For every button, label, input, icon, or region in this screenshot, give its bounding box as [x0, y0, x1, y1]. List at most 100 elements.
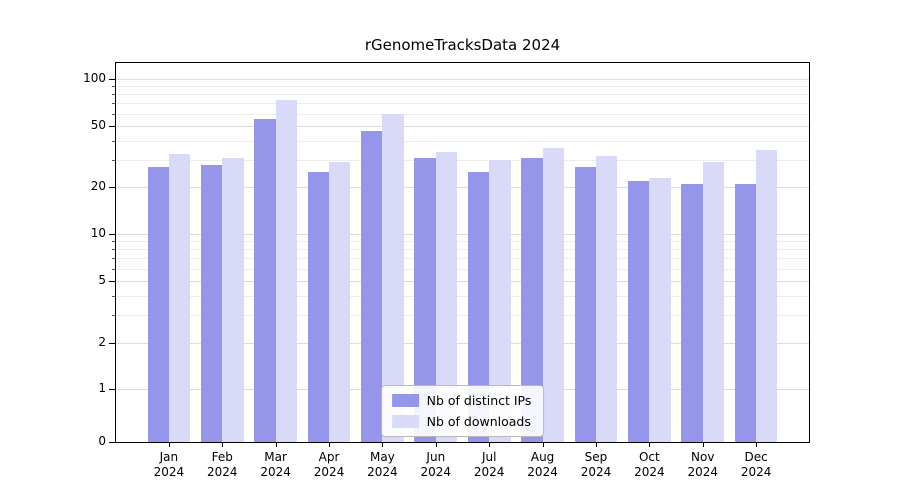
x-tick-mark: [168, 443, 170, 447]
legend-swatch-downloads: [391, 415, 419, 428]
y-tick-mark: [109, 79, 115, 81]
x-tick-mark: [702, 443, 704, 447]
legend-entry-downloads: Nb of downloads: [391, 414, 532, 429]
y-tick-mark: [109, 125, 115, 127]
bar-jun-series1: [435, 151, 458, 442]
legend: Nb of distinct IPs Nb of downloads: [380, 385, 545, 437]
bar-jul-series0: [467, 172, 490, 442]
major-gridline: [116, 187, 809, 189]
bar-jan-series1: [168, 153, 191, 442]
y-minor-tick-mark: [112, 113, 115, 115]
bar-dec-series1: [756, 149, 778, 442]
x-tick-mark: [649, 443, 651, 447]
bar-mar-series0: [254, 119, 276, 442]
x-tick-label: Jan 2024: [153, 450, 185, 479]
y-minor-tick-mark: [112, 258, 115, 260]
bars-layer: [116, 63, 809, 442]
major-gridline: [116, 342, 809, 344]
bar-dec-series0: [734, 184, 757, 442]
y-tick-mark: [109, 280, 115, 282]
minor-gridline: [116, 249, 809, 251]
y-minor-tick-mark: [112, 94, 115, 96]
x-tick-label: Mar 2024: [260, 450, 291, 479]
bar-jul-series1: [489, 160, 511, 442]
x-tick-label: Nov 2024: [687, 450, 719, 479]
legend-swatch-distinct-ips: [391, 394, 419, 407]
minor-gridline: [116, 241, 809, 243]
legend-label-downloads: Nb of downloads: [426, 414, 531, 429]
bar-jun-series0: [414, 157, 436, 442]
y-tick-label: 2: [98, 334, 106, 349]
y-minor-tick-mark: [112, 249, 115, 251]
x-tick-mark: [542, 443, 544, 447]
x-tick-mark: [595, 443, 597, 447]
bar-jan-series0: [147, 167, 169, 442]
x-tick-mark: [489, 443, 491, 447]
x-tick-label: Sep 2024: [580, 450, 612, 479]
y-minor-tick-mark: [112, 315, 115, 317]
y-minor-tick-mark: [112, 140, 115, 142]
x-tick-mark: [222, 443, 224, 447]
bar-nov-series0: [681, 184, 703, 442]
legend-entry-distinct-ips: Nb of distinct IPs: [391, 393, 532, 408]
x-tick-mark: [756, 443, 758, 447]
minor-gridline: [116, 295, 809, 297]
y-minor-tick-mark: [112, 295, 115, 297]
x-tick-label: Jul 2024: [473, 450, 505, 479]
y-tick-mark: [109, 389, 115, 391]
bar-sep-series0: [574, 167, 596, 442]
x-tick-mark: [329, 443, 331, 447]
y-minor-tick-mark: [112, 160, 115, 162]
chart-title: rGenomeTracksData 2024: [364, 36, 561, 54]
y-minor-tick-mark: [112, 241, 115, 243]
bar-oct-series1: [649, 178, 671, 442]
major-gridline: [116, 280, 809, 282]
legend-label-distinct-ips: Nb of distinct IPs: [426, 393, 532, 408]
minor-gridline: [116, 160, 809, 162]
y-tick-label: 5: [98, 272, 106, 287]
bar-apr-series0: [307, 172, 329, 442]
x-tick-label: May 2024: [367, 450, 398, 479]
minor-gridline: [116, 140, 809, 142]
bar-sep-series1: [595, 155, 618, 442]
bar-oct-series0: [628, 181, 650, 442]
bar-aug-series1: [542, 147, 564, 442]
major-gridline: [116, 234, 809, 236]
minor-gridline: [116, 268, 809, 270]
y-tick-mark: [109, 234, 115, 236]
y-tick-label: 1: [98, 381, 106, 396]
bar-mar-series1: [275, 100, 297, 442]
y-minor-tick-mark: [112, 103, 115, 105]
major-gridline: [116, 79, 809, 81]
x-tick-label: Dec 2024: [740, 450, 772, 479]
bar-feb-series0: [200, 164, 223, 442]
y-tick-label: 10: [90, 226, 106, 241]
bar-may-series1: [382, 113, 404, 442]
y-minor-tick-mark: [112, 86, 115, 88]
y-minor-tick-mark: [112, 268, 115, 270]
y-tick-mark: [109, 187, 115, 189]
x-tick-label: Oct 2024: [634, 450, 665, 479]
major-gridline: [116, 125, 809, 127]
bar-feb-series1: [222, 157, 244, 442]
y-tick-mark: [109, 342, 115, 344]
x-tick-mark: [382, 443, 384, 447]
y-tick-label: 0: [98, 434, 106, 448]
x-tick-mark: [435, 443, 437, 447]
minor-gridline: [116, 103, 809, 105]
y-tick-label: 50: [90, 117, 106, 132]
bar-nov-series1: [702, 162, 725, 442]
minor-gridline: [116, 258, 809, 260]
x-tick-mark: [275, 443, 277, 447]
x-tick-label: Apr 2024: [313, 450, 345, 479]
plot-area: Nb of distinct IPs Nb of downloads: [115, 62, 810, 443]
minor-gridline: [116, 315, 809, 317]
y-tick-label: 20: [90, 179, 106, 194]
x-tick-label: Aug 2024: [527, 450, 558, 479]
x-tick-label: Feb 2024: [206, 450, 238, 479]
y-tick-label: 100: [83, 71, 106, 86]
minor-gridline: [116, 94, 809, 96]
bar-apr-series1: [329, 162, 351, 442]
minor-gridline: [116, 86, 809, 88]
